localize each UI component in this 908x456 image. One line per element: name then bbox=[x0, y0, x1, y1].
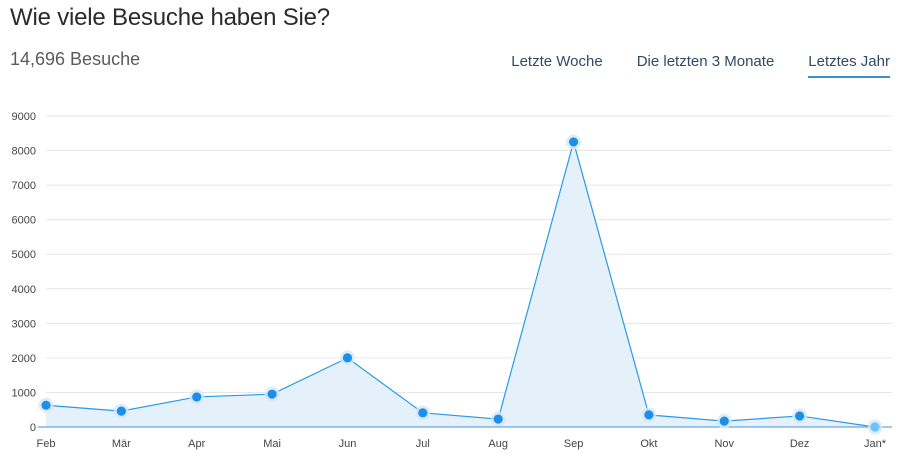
x-tick-label: Dez bbox=[790, 438, 810, 450]
data-point bbox=[418, 408, 428, 418]
data-point bbox=[870, 422, 880, 432]
data-point bbox=[41, 400, 51, 410]
y-tick-label: 4000 bbox=[12, 284, 36, 296]
x-tick-label: Aug bbox=[488, 438, 508, 450]
x-tick-label: Feb bbox=[37, 438, 56, 450]
data-point bbox=[719, 416, 729, 426]
data-point bbox=[267, 389, 277, 399]
data-point bbox=[568, 137, 579, 147]
x-tick-label: Jul bbox=[416, 438, 430, 450]
data-point bbox=[192, 392, 202, 402]
x-tick-label: Nov bbox=[714, 438, 734, 450]
x-tick-label: Apr bbox=[188, 438, 205, 450]
x-tick-label: Jan* bbox=[864, 438, 887, 450]
x-tick-label: Sep bbox=[564, 438, 584, 450]
total-visits: 14,696 Besuche bbox=[10, 49, 141, 69]
data-point bbox=[116, 406, 126, 416]
y-tick-label: 0 bbox=[30, 422, 36, 434]
tab-last-3-months[interactable]: Die letzten 3 Monate bbox=[636, 53, 775, 70]
x-tick-label: Mai bbox=[263, 438, 281, 450]
data-point bbox=[493, 414, 503, 424]
y-tick-label: 8000 bbox=[12, 146, 36, 158]
data-point bbox=[644, 410, 654, 420]
x-tick-label: Jun bbox=[339, 438, 357, 450]
data-point bbox=[795, 411, 805, 421]
x-tick-label: Mär bbox=[112, 438, 131, 450]
series-line bbox=[45, 139, 876, 428]
data-point bbox=[342, 353, 353, 363]
y-tick-label: 7000 bbox=[12, 180, 36, 192]
tab-last-week[interactable]: Letzte Woche bbox=[511, 53, 603, 70]
y-tick-label: 1000 bbox=[12, 387, 36, 399]
x-tick-label: Okt bbox=[640, 438, 657, 450]
y-tick-label: 3000 bbox=[12, 318, 36, 330]
tab-last-year[interactable]: Letztes Jahr bbox=[808, 53, 890, 78]
y-tick-label: 9000 bbox=[12, 111, 36, 123]
period-tabs: Letzte Woche Die letzten 3 Monate Letzte… bbox=[477, 53, 890, 78]
y-tick-label: 2000 bbox=[12, 353, 36, 365]
page-title: Wie viele Besuche haben Sie? bbox=[10, 4, 330, 31]
y-tick-label: 5000 bbox=[12, 249, 36, 261]
y-tick-label: 6000 bbox=[12, 215, 36, 227]
